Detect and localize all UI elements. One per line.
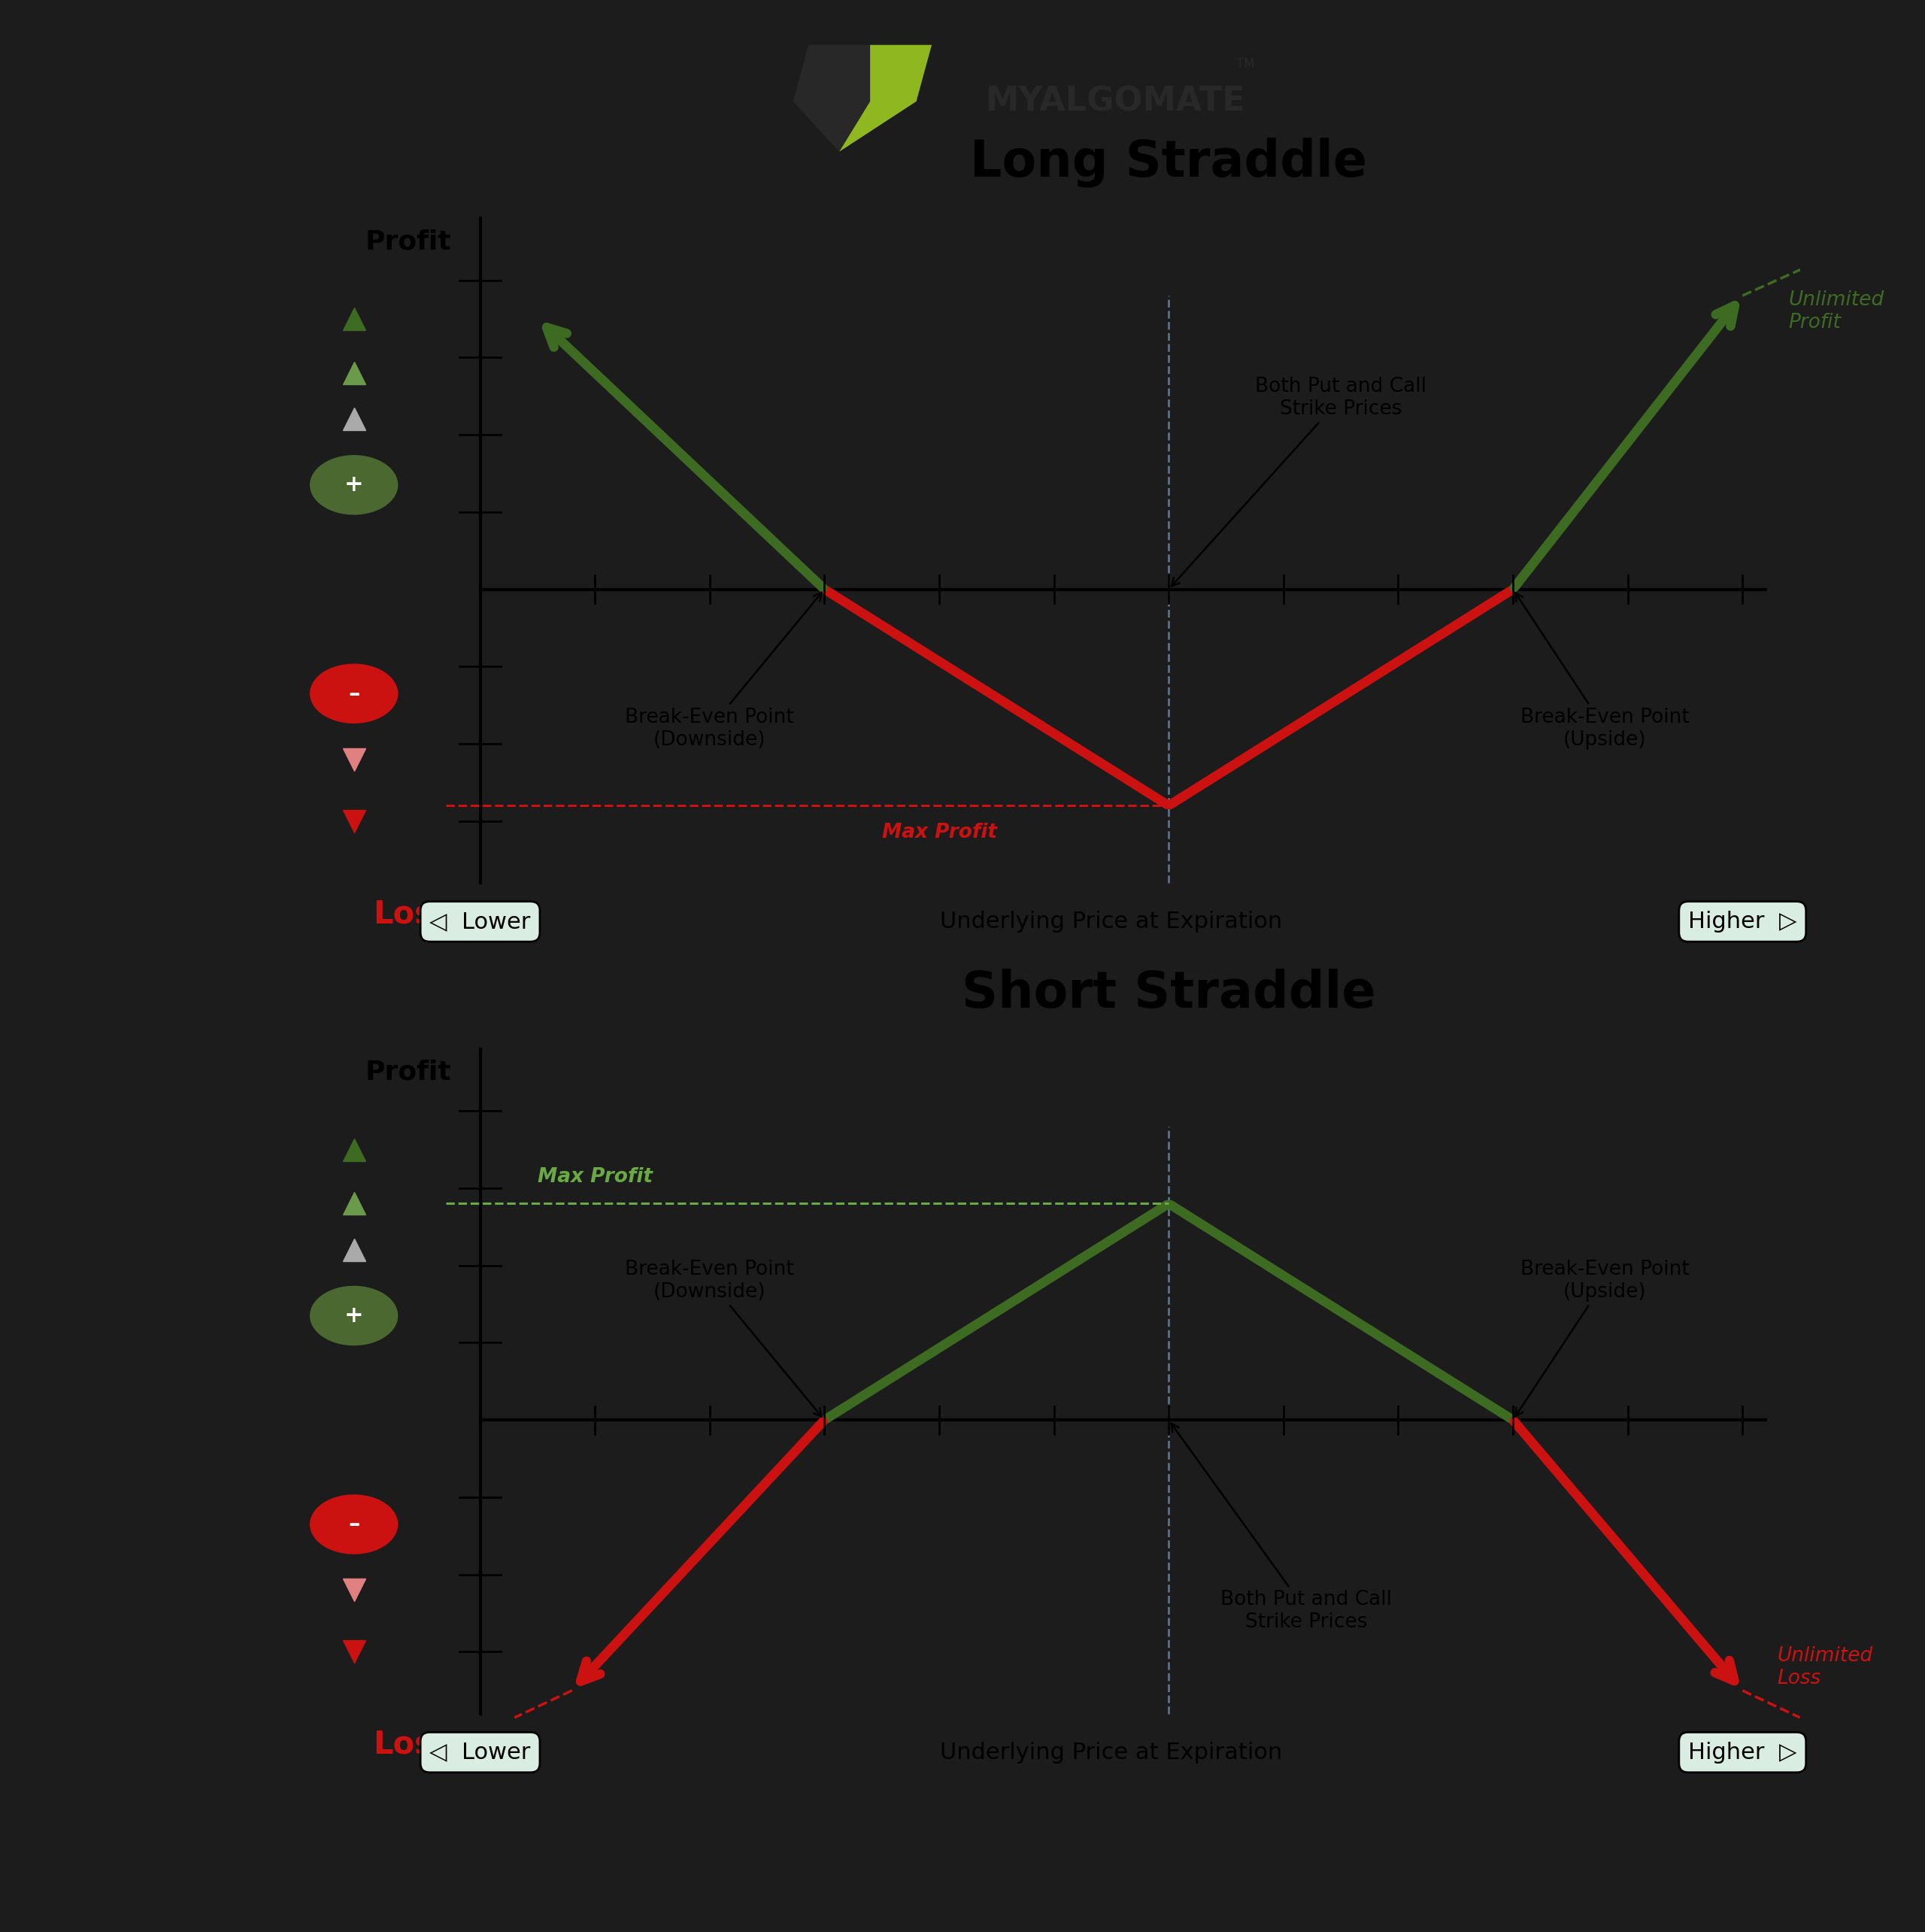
Polygon shape [839, 44, 932, 153]
Text: +: + [345, 1304, 364, 1327]
Circle shape [310, 1495, 398, 1553]
Circle shape [310, 1287, 398, 1345]
Text: Both Put and Call
Strike Prices: Both Put and Call Strike Prices [1170, 1424, 1392, 1633]
Text: Break-Even Point
(Downside): Break-Even Point (Downside) [626, 593, 822, 750]
Text: ◁  Lower: ◁ Lower [429, 1741, 531, 1764]
Text: Loss: Loss [373, 898, 452, 929]
Text: Profit: Profit [366, 228, 452, 255]
Text: Break-Even Point
(Upside): Break-Even Point (Upside) [1515, 1260, 1690, 1416]
Text: Unlimited
Profit: Unlimited Profit [1788, 290, 1885, 332]
Text: –: – [348, 682, 360, 705]
Text: ◁  Lower: ◁ Lower [429, 910, 531, 933]
Text: Unlimited
Loss: Unlimited Loss [1777, 1646, 1873, 1689]
Circle shape [310, 456, 398, 514]
Text: Max Profit: Max Profit [882, 823, 997, 842]
Polygon shape [793, 44, 870, 153]
Text: Break-Even Point
(Upside): Break-Even Point (Upside) [1515, 593, 1690, 750]
Text: –: – [348, 1513, 360, 1536]
Text: Underlying Price at Expiration: Underlying Price at Expiration [939, 1741, 1282, 1764]
Text: Both Put and Call
Strike Prices: Both Put and Call Strike Prices [1172, 377, 1426, 585]
Text: Short Straddle: Short Straddle [962, 968, 1376, 1018]
Text: TM: TM [1236, 56, 1255, 71]
Text: Max Profit: Max Profit [537, 1167, 653, 1186]
Text: Higher  ▷: Higher ▷ [1688, 1741, 1796, 1764]
Circle shape [310, 665, 398, 723]
Text: Underlying Price at Expiration: Underlying Price at Expiration [939, 910, 1282, 933]
Text: Loss: Loss [373, 1729, 452, 1760]
Text: Profit: Profit [366, 1059, 452, 1086]
Text: Higher  ▷: Higher ▷ [1688, 910, 1796, 933]
Text: +: + [345, 473, 364, 497]
Text: Long Straddle: Long Straddle [970, 137, 1367, 187]
Text: Break-Even Point
(Downside): Break-Even Point (Downside) [626, 1260, 822, 1416]
Text: MYALGOMATE: MYALGOMATE [986, 85, 1245, 118]
